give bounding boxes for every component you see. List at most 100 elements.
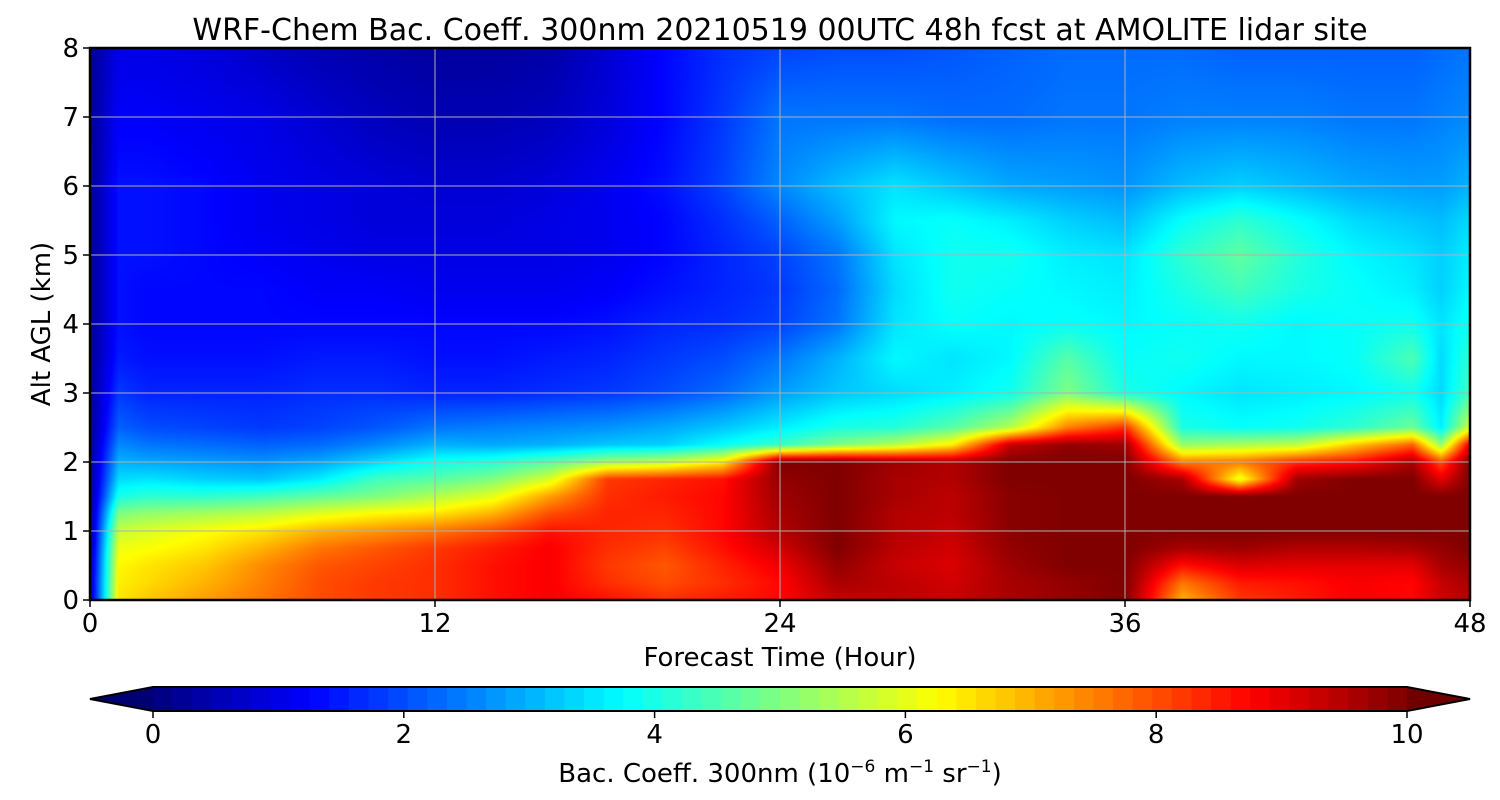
colorbar-tick-label: 0 (145, 720, 162, 750)
colorbar-swatch (427, 687, 448, 711)
y-tick-label: 2 (62, 448, 79, 478)
y-tick-label: 6 (62, 172, 79, 202)
colorbar-label-exp: −6 (850, 757, 875, 777)
colorbar-swatch (1328, 687, 1349, 711)
colorbar-extend-low (90, 687, 153, 711)
colorbar-swatch (1269, 687, 1291, 711)
colorbar-swatch (388, 687, 409, 711)
colorbar-swatch (348, 687, 370, 711)
x-axis-label: Forecast Time (Hour) (643, 643, 916, 673)
colorbar-swatch (701, 687, 722, 711)
colorbar-swatch (780, 687, 801, 711)
colorbar-ticks: 0 2 4 6 8 10 (145, 711, 1424, 750)
colorbar-swatch (1348, 687, 1369, 711)
colorbar-gradient (153, 687, 1408, 711)
colorbar-swatch (446, 687, 468, 711)
y-axis-label: Alt AGL (km) (27, 242, 57, 406)
colorbar-label-main: Bac. Coeff. 300nm (10 (558, 759, 850, 789)
colorbar-swatch (760, 687, 781, 711)
colorbar-swatch (1132, 687, 1153, 711)
colorbar-swatch (584, 687, 605, 711)
colorbar-label-close: ) (992, 759, 1002, 789)
colorbar-swatch (1191, 687, 1212, 711)
colorbar-swatch (525, 687, 546, 711)
x-tick-label: 36 (1108, 609, 1141, 639)
colorbar-swatch (838, 687, 859, 711)
colorbar-swatch (897, 687, 918, 711)
colorbar-swatch (799, 687, 820, 711)
y-axis: 0 1 2 3 4 5 6 7 8 (62, 34, 90, 616)
colorbar-swatch (1230, 687, 1251, 711)
colorbar-swatch (642, 687, 664, 711)
colorbar-swatch (682, 687, 703, 711)
colorbar-swatch (936, 687, 957, 711)
colorbar-tick-label: 8 (1148, 720, 1165, 750)
colorbar-label-exp: −1 (967, 757, 992, 777)
colorbar-swatch (309, 687, 330, 711)
colorbar-label: Bac. Coeff. 300nm (10−6 m−1 sr−1) (558, 757, 1001, 789)
chart-title: WRF-Chem Bac. Coeff. 300nm 20210519 00UT… (192, 13, 1367, 48)
colorbar-swatch (192, 687, 213, 711)
colorbar-swatch (290, 687, 311, 711)
colorbar-swatch (1093, 687, 1114, 711)
colorbar-swatch (1171, 687, 1193, 711)
colorbar-tick-label: 10 (1390, 720, 1423, 750)
colorbar-swatch (211, 687, 232, 711)
colorbar-swatch (407, 687, 428, 711)
y-tick-label: 7 (62, 103, 79, 133)
y-tick-label: 8 (62, 34, 79, 64)
colorbar-extend-high (1407, 687, 1470, 711)
colorbar-swatch (956, 687, 977, 711)
colorbar-swatch (623, 687, 644, 711)
colorbar-swatch (153, 687, 174, 711)
x-tick-label: 24 (763, 609, 796, 639)
colorbar-swatch (564, 687, 585, 711)
x-axis: 0 12 24 36 48 (82, 600, 1487, 639)
colorbar-swatch (270, 687, 291, 711)
colorbar-swatch (917, 687, 938, 711)
y-tick-label: 4 (62, 310, 79, 340)
colorbar-swatch (368, 687, 389, 711)
colorbar-swatch (858, 687, 879, 711)
colorbar-swatch (1034, 687, 1055, 711)
colorbar-swatch (1015, 687, 1036, 711)
y-tick-label: 0 (62, 586, 79, 616)
colorbar-swatch (740, 687, 762, 711)
colorbar-tick-label: 6 (897, 720, 914, 750)
colorbar-label-exp: −1 (909, 757, 934, 777)
colorbar-swatch (1073, 687, 1095, 711)
colorbar: 0 2 4 6 8 10 Bac. Coeff. 300nm (10−6 m−1 sr−1… (89, 686, 1471, 789)
colorbar-swatch (1387, 687, 1408, 711)
colorbar-swatch (505, 687, 526, 711)
colorbar-swatch (1113, 687, 1134, 711)
colorbar-swatch (329, 687, 350, 711)
colorbar-swatch (250, 687, 272, 711)
colorbar-swatch (662, 687, 683, 711)
grid-lines (90, 48, 1470, 600)
colorbar-swatch (603, 687, 624, 711)
colorbar-swatch (1309, 687, 1330, 711)
colorbar-label-unit-m: m (875, 759, 909, 789)
colorbar-swatch (1367, 687, 1389, 711)
colorbar-swatch (975, 687, 997, 711)
colorbar-swatch (1289, 687, 1310, 711)
colorbar-swatch (721, 687, 742, 711)
colorbar-swatch (466, 687, 487, 711)
colorbar-tick-label: 4 (646, 720, 663, 750)
y-tick-label: 3 (62, 379, 79, 409)
colorbar-swatch (995, 687, 1016, 711)
colorbar-swatch (1211, 687, 1232, 711)
colorbar-swatch (877, 687, 899, 711)
colorbar-swatch (544, 687, 566, 711)
x-tick-label: 48 (1453, 609, 1486, 639)
colorbar-swatch (231, 687, 252, 711)
colorbar-tick-label: 2 (396, 720, 413, 750)
colorbar-swatch (172, 687, 193, 711)
colorbar-swatch (1152, 687, 1173, 711)
x-tick-label: 12 (418, 609, 451, 639)
colorbar-swatch (1250, 687, 1271, 711)
x-tick-label: 0 (82, 609, 99, 639)
colorbar-swatch (486, 687, 507, 711)
y-tick-label: 5 (62, 241, 79, 271)
